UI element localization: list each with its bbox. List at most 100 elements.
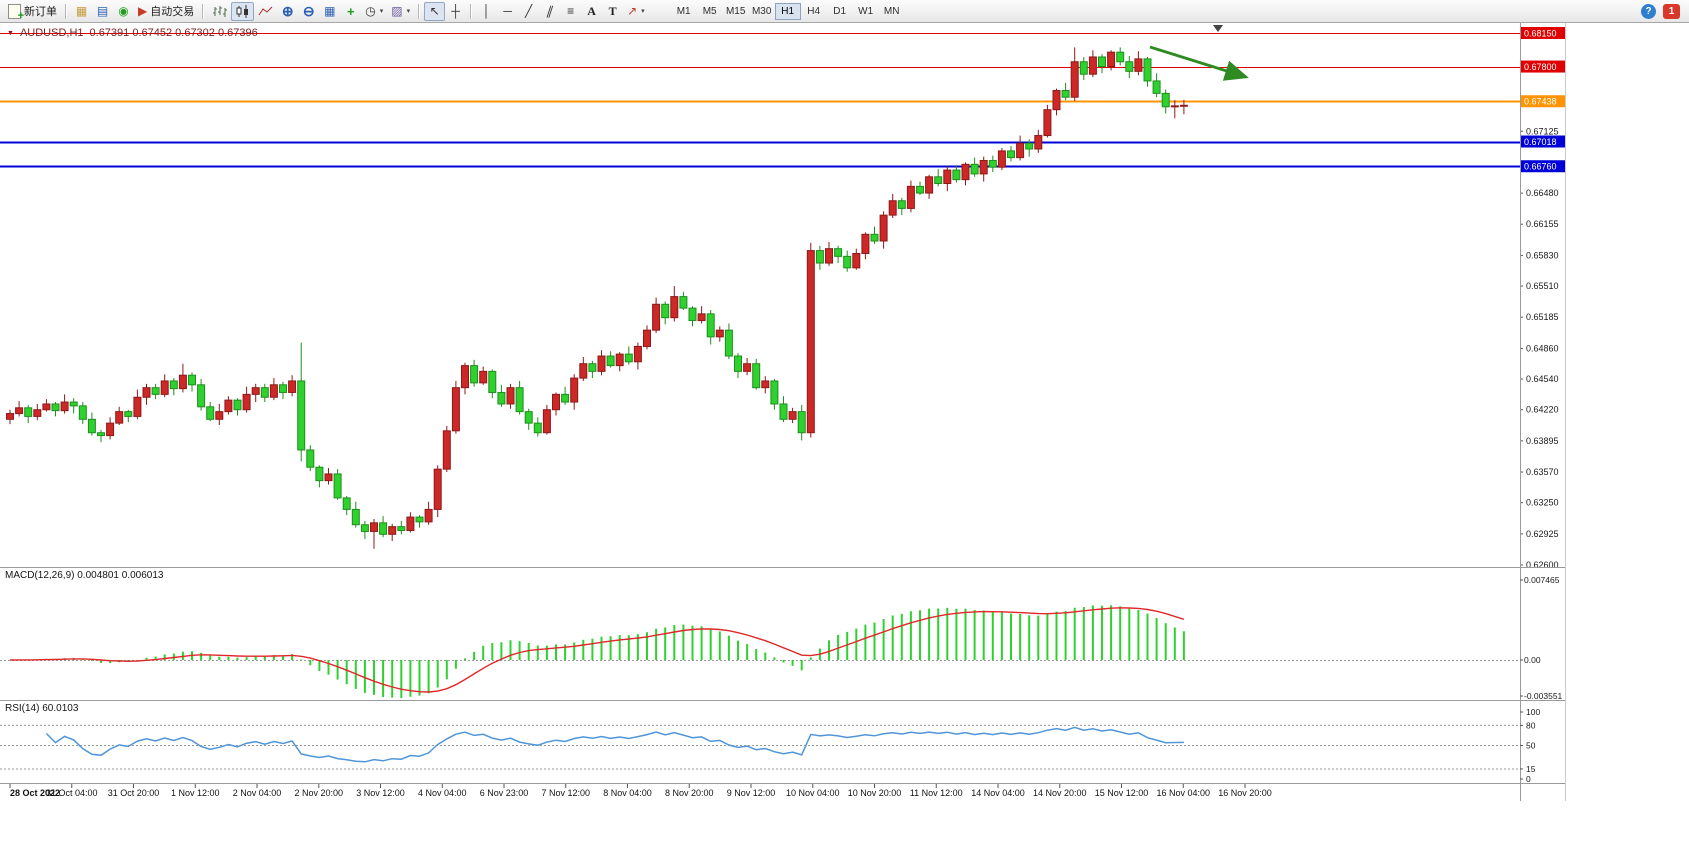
timeframe-button-m1[interactable]: M1 xyxy=(676,5,691,17)
periods-button[interactable]: ◷ ▾ xyxy=(361,2,387,21)
candle-body xyxy=(33,409,42,417)
fibonacci-icon: ≡ xyxy=(567,4,575,18)
line-chart-icon xyxy=(258,6,273,15)
candle-body xyxy=(997,150,1006,168)
macd-signal-line xyxy=(9,607,1185,693)
timeframe-button-h1[interactable]: H1 xyxy=(774,2,801,20)
candlestick-chart-button[interactable] xyxy=(231,1,255,21)
candle-body xyxy=(315,466,324,482)
trendline-icon: ╱ xyxy=(524,4,533,18)
timeframe-button-mn[interactable]: MN xyxy=(883,5,900,17)
charts-button[interactable]: ▦ xyxy=(71,2,92,21)
candle-body xyxy=(497,391,506,405)
candle-body xyxy=(6,413,14,420)
candle-body xyxy=(178,374,187,390)
bar-chart-icon xyxy=(213,5,228,17)
candle-body xyxy=(479,370,488,384)
macd-axis-label: 0.00 xyxy=(1524,655,1541,665)
candle-body xyxy=(87,418,96,434)
line-chart-button[interactable] xyxy=(254,2,277,21)
candle-body xyxy=(925,176,934,194)
new-order-label: 新订单 xyxy=(24,6,57,18)
candle-body xyxy=(115,411,124,424)
text-label-button[interactable]: T xyxy=(602,2,623,21)
timeframe-button-m30[interactable]: M30 xyxy=(751,5,772,17)
candle-body xyxy=(242,393,251,411)
timeframe-button-d1[interactable]: D1 xyxy=(833,5,847,17)
candle-body xyxy=(78,405,87,420)
candle-body xyxy=(834,248,843,257)
vertical-line-button[interactable]: │ xyxy=(476,2,497,21)
candle-body xyxy=(279,384,287,393)
macd-label: MACD(12,26,9) 0.004801 0.006013 xyxy=(5,570,163,581)
notifications-badge[interactable]: 1 xyxy=(1663,3,1680,19)
candle-body xyxy=(433,468,442,510)
candle-body xyxy=(342,497,351,510)
time-axis-label: 10 Nov 20:00 xyxy=(848,788,902,798)
timeframe-button-w1[interactable]: W1 xyxy=(858,5,874,17)
price-axis-label: 0.63250 xyxy=(1526,498,1559,508)
profile-button[interactable]: ▤ xyxy=(92,2,113,21)
candlestick-chart-icon xyxy=(236,4,249,18)
candle-body xyxy=(306,449,315,468)
candle-body xyxy=(988,159,997,168)
candle-body xyxy=(870,233,879,242)
price-tag-label: 0.67438 xyxy=(1524,97,1557,107)
horizontal-line-button[interactable]: ─ xyxy=(497,2,518,21)
candle-body xyxy=(1025,142,1034,150)
chart-window: 0.67125 0.66480 0.66155 0.65830 0.65510 0.651… xyxy=(0,23,1566,802)
channel-button[interactable]: ∥ xyxy=(539,2,560,21)
time-axis-label: 14 Nov 20:00 xyxy=(1033,788,1087,798)
candle-body xyxy=(1007,150,1015,159)
candle-body xyxy=(961,163,970,181)
trendline-button[interactable]: ╱ xyxy=(518,2,539,21)
candle-body xyxy=(888,200,897,216)
candle-body xyxy=(1125,61,1134,72)
time-axis-label: 6 Nov 23:00 xyxy=(480,788,529,798)
rsi-value: 60.0103 xyxy=(42,703,79,714)
timeframe-button-h4[interactable]: H4 xyxy=(807,5,821,17)
candle-body xyxy=(879,214,888,242)
crosshair-button[interactable]: ┼ xyxy=(445,2,466,21)
chart-canvas[interactable]: 0.67125 0.66480 0.66155 0.65830 0.65510 0.651… xyxy=(0,23,1566,802)
time-axis-label: 7 Nov 12:00 xyxy=(541,788,590,798)
news-button[interactable]: ◉ xyxy=(113,2,134,21)
trend-arrow-annotation[interactable] xyxy=(1149,45,1249,81)
cursor-button[interactable]: ↖ xyxy=(424,1,446,21)
zoom-in-button[interactable]: ⊕ xyxy=(277,2,298,21)
autotrading-button[interactable]: ▶ 自动交易 xyxy=(134,2,198,21)
candle-body xyxy=(615,353,624,367)
price-tag-0.67800: 0.67800 xyxy=(1521,60,1565,73)
macd-panel: 0.007465 0.00 -0.003551 xyxy=(0,575,1563,701)
tile-windows-icon: ▦ xyxy=(324,4,336,18)
candle-body xyxy=(160,380,169,395)
text-button[interactable]: A xyxy=(581,2,602,21)
templates-button[interactable]: ▨ ▾ xyxy=(387,2,414,21)
price-tag-0.66760: 0.66760 xyxy=(1521,160,1565,173)
crosshair-icon: ┼ xyxy=(451,4,460,18)
candle-body xyxy=(251,387,260,395)
timeframe-toolbar: M1 M5 M15 M30 H1 H4 D1 W1 MN xyxy=(671,2,905,20)
timeframe-button-m15[interactable]: M15 xyxy=(725,5,746,17)
arrows-button[interactable]: ↗ ▾ xyxy=(623,2,649,21)
zoom-out-button[interactable]: ⊖ xyxy=(298,2,319,21)
fibonacci-button[interactable]: ≡ xyxy=(560,2,581,21)
candle-body xyxy=(679,296,688,309)
rsi-label: RSI(14) 60.0103 xyxy=(5,703,78,714)
timeframe-button-m5[interactable]: M5 xyxy=(702,5,717,17)
tile-windows-button[interactable]: ▦ xyxy=(319,2,340,21)
candle-body xyxy=(1088,56,1097,75)
candle-body xyxy=(724,329,733,357)
bar-chart-button[interactable] xyxy=(208,2,231,21)
candle-body xyxy=(934,176,943,184)
time-axis-label: 10 Nov 04:00 xyxy=(786,788,840,798)
new-order-button[interactable]: + 新订单 xyxy=(4,2,61,21)
indicators-button[interactable]: + xyxy=(340,2,361,21)
candle-body xyxy=(588,363,597,372)
candle-body xyxy=(1016,142,1025,159)
price-axis-label: 0.62925 xyxy=(1526,529,1559,539)
time-axis-label: 8 Nov 20:00 xyxy=(665,788,714,798)
community-button[interactable]: ? xyxy=(1641,3,1656,19)
price-axis-label: 0.62600 xyxy=(1526,560,1559,570)
